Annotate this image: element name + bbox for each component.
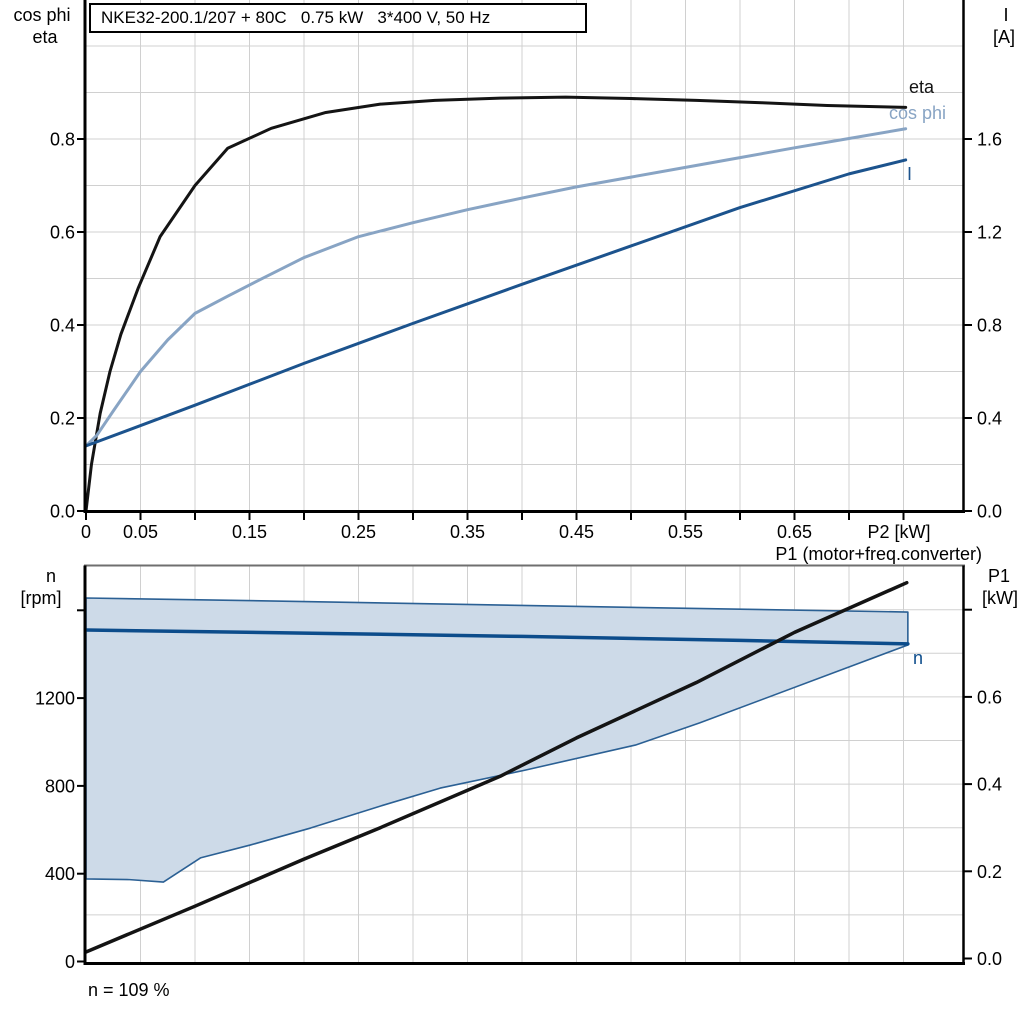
svg-text:0: 0 xyxy=(81,522,91,542)
bottom-axis-title-n: n xyxy=(46,566,56,586)
p1-line-annotation: P1 (motor+freq.converter) xyxy=(775,544,982,564)
svg-text:0.4: 0.4 xyxy=(977,775,1002,795)
curve-label-eta: eta xyxy=(909,77,935,97)
bottom-chart: 0 400 800 1200 0.0 0.2 0.4 0.6 xyxy=(35,564,1002,972)
top-chart: 0.0 0.2 0.4 0.6 0.8 0.0 0.4 0.8 1.2 1.6 0 0.05 0.15 0… xyxy=(50,0,1002,542)
bottom-right-axis-title-kw-unit: [kW] xyxy=(982,588,1018,608)
top-right-axis-title-current: I xyxy=(1003,5,1008,25)
svg-text:0.05: 0.05 xyxy=(123,522,158,542)
svg-text:1.2: 1.2 xyxy=(977,223,1002,243)
svg-text:0.8: 0.8 xyxy=(977,316,1002,336)
svg-text:0.25: 0.25 xyxy=(341,522,376,542)
top-right-axis-title-amp-unit: [A] xyxy=(993,27,1015,47)
svg-text:0.65: 0.65 xyxy=(777,522,812,542)
speed-percentage-note: n = 109 % xyxy=(88,980,170,1000)
x-axis-title-p2: P2 [kW] xyxy=(867,522,930,542)
svg-text:0.55: 0.55 xyxy=(668,522,703,542)
svg-text:1200: 1200 xyxy=(35,689,75,709)
curve-label-n: n xyxy=(913,648,923,668)
svg-text:0.6: 0.6 xyxy=(977,687,1002,707)
svg-text:400: 400 xyxy=(45,864,75,884)
svg-text:0.0: 0.0 xyxy=(977,949,1002,969)
top-axis-title-eta: eta xyxy=(32,27,58,47)
curve-label-current: I xyxy=(907,164,912,184)
chart-title: NKE32-200.1/207 + 80C 0.75 kW 3*400 V, 5… xyxy=(101,8,491,27)
bottom-axis-title-rpm-unit: [rpm] xyxy=(20,588,61,608)
svg-text:0.2: 0.2 xyxy=(50,409,75,429)
svg-text:0.4: 0.4 xyxy=(50,316,75,336)
curve-label-cos-phi: cos phi xyxy=(889,103,946,123)
chart-title-box: NKE32-200.1/207 + 80C 0.75 kW 3*400 V, 5… xyxy=(89,3,587,33)
bottom-right-axis-title-p1: P1 xyxy=(988,566,1010,586)
svg-text:0.35: 0.35 xyxy=(450,522,485,542)
svg-text:1.6: 1.6 xyxy=(977,130,1002,150)
svg-text:0.2: 0.2 xyxy=(977,862,1002,882)
svg-text:0.0: 0.0 xyxy=(977,502,1002,522)
top-axis-title-cos-phi: cos phi xyxy=(13,5,70,25)
svg-text:800: 800 xyxy=(45,776,75,796)
svg-text:0.0: 0.0 xyxy=(50,502,75,522)
svg-text:0.45: 0.45 xyxy=(559,522,594,542)
svg-text:0.4: 0.4 xyxy=(977,409,1002,429)
svg-text:0.15: 0.15 xyxy=(232,522,267,542)
svg-text:0.8: 0.8 xyxy=(50,130,75,150)
svg-text:0: 0 xyxy=(65,952,75,972)
svg-text:0.6: 0.6 xyxy=(50,223,75,243)
